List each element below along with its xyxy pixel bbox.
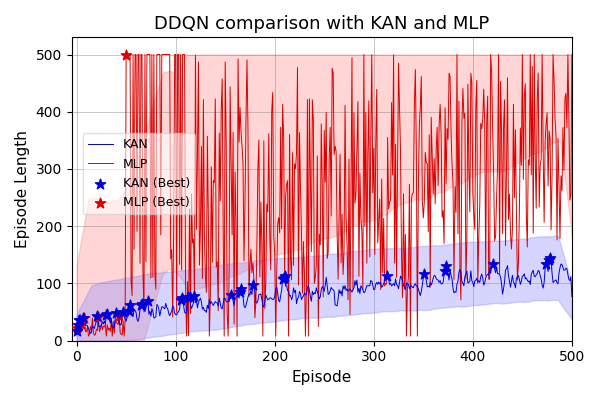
KAN (Best) [72,328,82,335]
X-axis label: Episode: Episode [292,370,352,385]
KAN (Best) [137,301,147,308]
MLP (Best) [79,314,88,321]
KAN (Best) [185,294,194,300]
KAN (Best) [382,273,391,279]
KAN (Best) [176,296,185,303]
KAN (Best) [112,310,121,316]
Line: MLP: MLP [77,54,572,336]
MLP [73,326,80,330]
KAN (Best) [78,315,88,321]
Y-axis label: Episode Length: Episode Length [15,130,30,248]
KAN (Best) [124,308,134,314]
KAN (Best) [75,317,85,323]
KAN (Best) [190,293,199,299]
Line: KAN: KAN [77,258,572,334]
KAN (Best) [440,268,450,274]
KAN [73,329,80,334]
MLP [85,334,92,338]
KAN [87,331,94,336]
MLP (Best) [115,313,124,320]
KAN (Best) [544,257,554,263]
KAN (Best) [280,273,289,279]
MLP (Best) [72,325,82,331]
KAN [254,298,262,303]
KAN [547,256,554,260]
MLP (Best) [76,321,85,328]
KAN (Best) [541,261,551,268]
KAN (Best) [92,313,102,320]
MLP [122,52,130,57]
MLP [394,163,401,168]
MLP [198,144,205,149]
KAN (Best) [73,322,82,328]
MLP [400,192,407,196]
KAN (Best) [103,311,112,318]
MLP (Best) [121,51,131,58]
KAN (Best) [177,295,187,302]
KAN [197,296,204,301]
MLP [255,138,262,142]
KAN (Best) [248,282,258,288]
KAN (Best) [545,255,555,261]
KAN (Best) [226,292,236,298]
KAN (Best) [419,271,429,277]
KAN (Best) [488,261,497,268]
Title: DDQN comparison with KAN and MLP: DDQN comparison with KAN and MLP [154,15,490,33]
KAN [399,278,406,283]
MLP [485,277,492,282]
KAN (Best) [183,294,193,300]
KAN (Best) [441,262,451,269]
KAN (Best) [118,309,128,315]
KAN (Best) [278,276,287,282]
KAN (Best) [236,286,246,292]
KAN [218,306,225,310]
KAN (Best) [125,302,135,308]
MLP [568,52,575,57]
KAN (Best) [235,289,245,296]
KAN [484,272,491,276]
KAN [568,294,575,299]
KAN [393,282,400,287]
MLP (Best) [94,313,103,320]
KAN (Best) [136,302,146,308]
KAN (Best) [101,312,111,318]
KAN (Best) [143,298,153,304]
Legend: KAN, MLP, KAN (Best), MLP (Best): KAN, MLP, KAN (Best), MLP (Best) [83,134,195,214]
KAN (Best) [74,317,83,324]
MLP [218,76,226,81]
KAN (Best) [279,275,289,282]
